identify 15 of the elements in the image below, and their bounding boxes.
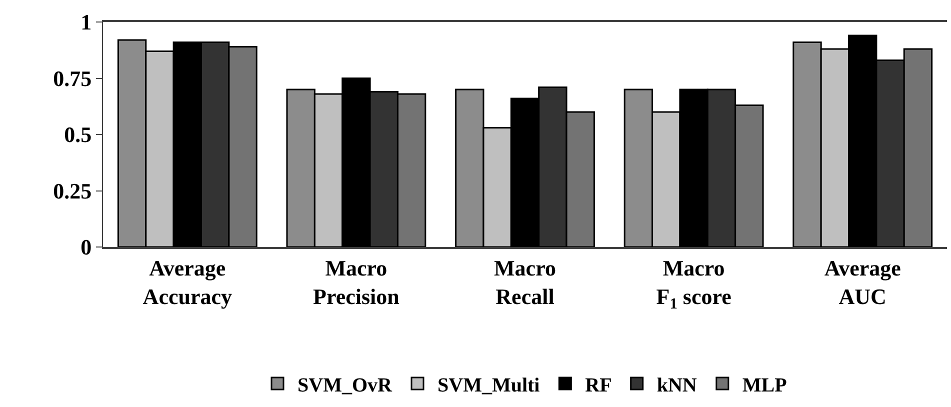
legend-label: MLP [742,374,787,396]
y-tick-label: 0.25 [53,178,92,204]
x-tick-label: Macro Precision [313,255,400,309]
legend-label: SVM_OvR [298,374,392,396]
legend-label: SVM_Multi [438,374,540,396]
y-tick-label: 0.75 [53,66,92,91]
legend-label: kNN [656,374,698,396]
x-tick-label: Macro Recall [494,255,556,309]
y-tick-label: 0 [80,234,92,260]
x-tick-label: Average Accuracy [142,255,232,309]
x-tick-label: Average AUC [824,255,902,309]
legend-label: RF [585,374,612,396]
y-tick-label: 1 [80,10,92,35]
x-tick-label: Macro F$_{1}$ score [656,255,732,313]
y-tick-label: 0.5 [64,122,92,148]
